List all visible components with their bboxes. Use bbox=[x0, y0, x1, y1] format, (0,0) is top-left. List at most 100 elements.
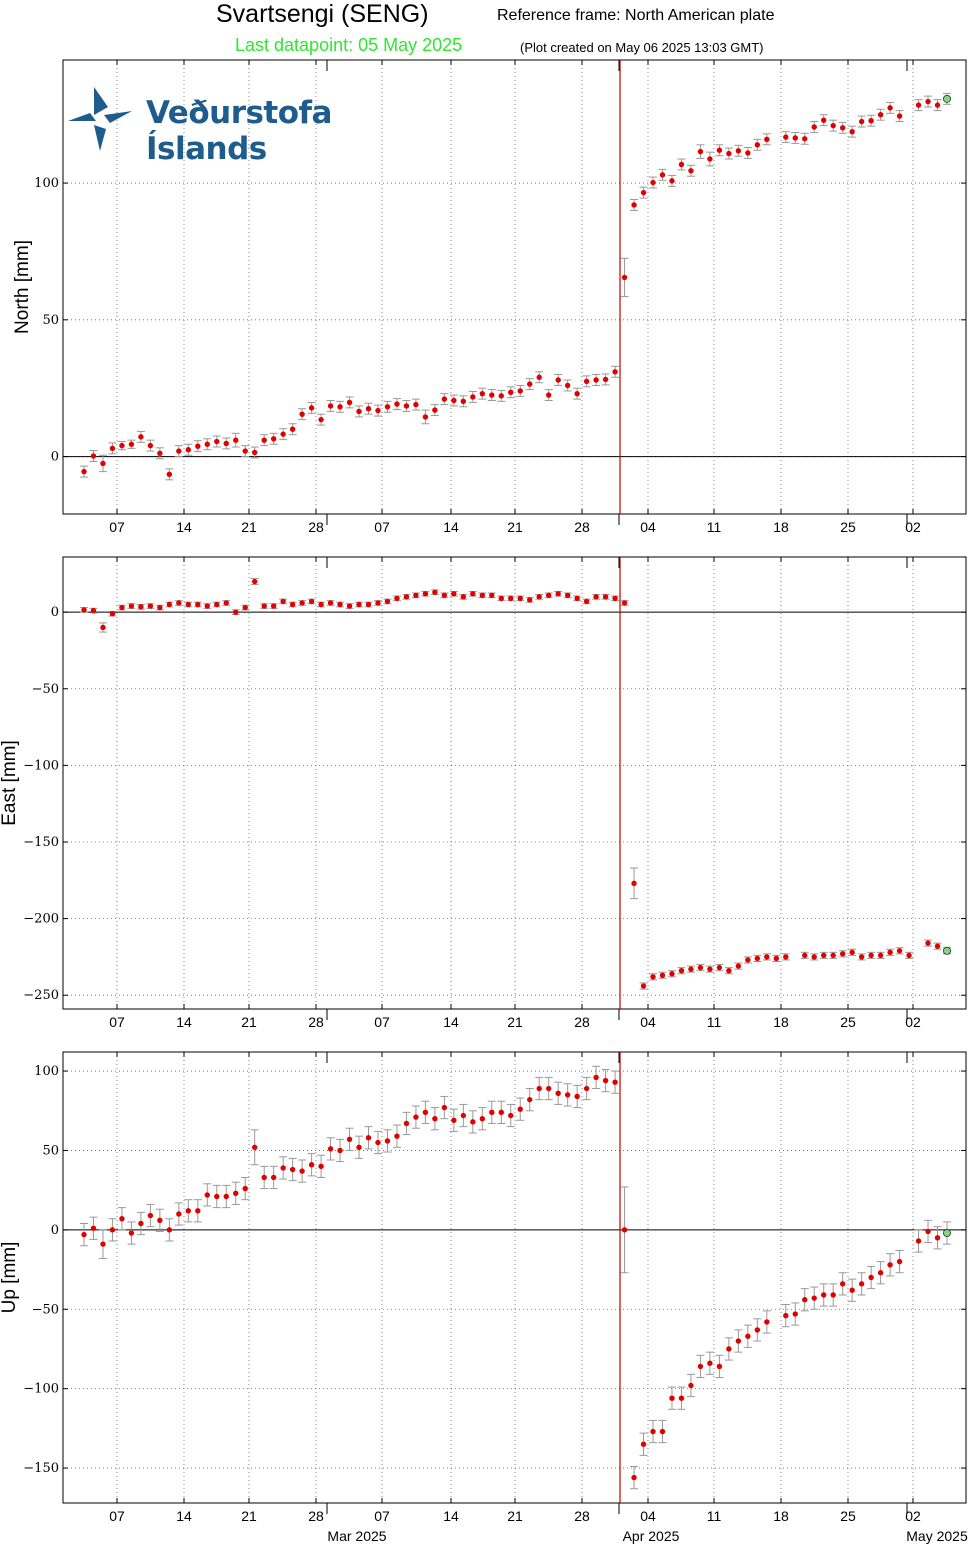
x-tick-label: 18 bbox=[773, 1508, 789, 1524]
data-point bbox=[460, 1112, 467, 1119]
data-point bbox=[375, 407, 381, 414]
data-point bbox=[261, 603, 267, 609]
data-point bbox=[356, 601, 362, 608]
data-point bbox=[839, 951, 846, 957]
x-tick-label: 21 bbox=[507, 519, 523, 535]
data-point bbox=[422, 591, 429, 597]
data-point bbox=[498, 393, 504, 399]
plot-frame bbox=[62, 556, 967, 1010]
data-point bbox=[299, 1168, 305, 1174]
data-point bbox=[242, 604, 248, 611]
chart-header: Svartsengi (SENG) Reference frame: North… bbox=[0, 0, 971, 60]
data-point bbox=[422, 1109, 429, 1116]
data-point bbox=[90, 1225, 97, 1231]
data-point bbox=[545, 592, 552, 599]
data-point bbox=[764, 1319, 770, 1325]
data-point bbox=[934, 1235, 941, 1241]
data-point bbox=[204, 603, 210, 609]
data-point bbox=[308, 1162, 315, 1168]
data-point bbox=[735, 148, 742, 154]
data-point bbox=[915, 1238, 922, 1244]
x-tick-label: 21 bbox=[507, 1014, 523, 1030]
x-tick-label: 28 bbox=[308, 1014, 324, 1030]
data-point bbox=[650, 974, 656, 980]
data-point bbox=[318, 416, 324, 423]
data-point bbox=[460, 594, 467, 600]
data-point bbox=[460, 398, 467, 405]
x-tick-label: 18 bbox=[773, 519, 789, 535]
data-point bbox=[555, 591, 561, 597]
data-point bbox=[384, 598, 391, 605]
month-label: Apr 2025 bbox=[623, 1528, 680, 1544]
data-point bbox=[669, 971, 675, 977]
data-point bbox=[783, 954, 789, 960]
data-points bbox=[80, 577, 952, 990]
data-point bbox=[564, 592, 571, 599]
data-point bbox=[214, 438, 220, 445]
data-point bbox=[508, 595, 514, 602]
data-point bbox=[470, 1119, 476, 1125]
y-tick-label: −250 bbox=[23, 988, 59, 1003]
data-point bbox=[100, 624, 106, 631]
data-points bbox=[80, 92, 952, 481]
data-point bbox=[289, 426, 296, 432]
data-point bbox=[574, 390, 580, 397]
x-tick-label: 04 bbox=[640, 1014, 656, 1030]
data-point bbox=[365, 406, 372, 412]
x-tick-label: 07 bbox=[374, 1508, 390, 1524]
data-point bbox=[489, 1109, 495, 1116]
data-point bbox=[821, 117, 827, 123]
x-tick-label: 21 bbox=[241, 1508, 257, 1524]
data-point bbox=[318, 1163, 324, 1170]
data-point bbox=[527, 1096, 533, 1103]
data-point bbox=[906, 952, 912, 959]
data-point bbox=[128, 1230, 135, 1236]
data-point bbox=[195, 601, 201, 608]
data-point bbox=[745, 1333, 751, 1339]
data-point bbox=[479, 592, 486, 599]
x-tick-label: 25 bbox=[840, 1508, 856, 1524]
data-point bbox=[90, 607, 97, 614]
data-point bbox=[147, 442, 154, 449]
data-point bbox=[223, 440, 229, 447]
data-point bbox=[432, 1115, 438, 1122]
data-point bbox=[735, 963, 742, 969]
data-point bbox=[233, 437, 239, 443]
data-point bbox=[802, 1297, 808, 1303]
data-point bbox=[745, 957, 751, 963]
x-tick-label: 07 bbox=[109, 519, 125, 535]
data-point bbox=[821, 952, 827, 959]
x-tick-label: 02 bbox=[905, 1014, 921, 1030]
data-point bbox=[394, 595, 400, 602]
data-point bbox=[868, 1274, 874, 1281]
x-tick-label: 14 bbox=[443, 1014, 459, 1030]
data-point bbox=[432, 589, 438, 595]
data-point bbox=[394, 1133, 400, 1139]
x-tick-label: 14 bbox=[443, 1508, 459, 1524]
data-point bbox=[81, 607, 87, 613]
data-point bbox=[157, 604, 163, 611]
data-point bbox=[109, 1227, 116, 1233]
x-tick-label: 07 bbox=[374, 1014, 390, 1030]
data-point bbox=[650, 1428, 656, 1435]
data-point bbox=[138, 434, 144, 440]
data-point bbox=[451, 397, 457, 404]
data-point bbox=[280, 431, 286, 437]
data-point bbox=[612, 1079, 618, 1085]
data-point bbox=[204, 1192, 210, 1198]
data-point bbox=[280, 1165, 286, 1171]
data-point bbox=[233, 609, 239, 615]
data-point bbox=[545, 1085, 552, 1092]
data-point bbox=[650, 179, 656, 186]
data-point bbox=[631, 202, 637, 208]
data-point bbox=[697, 148, 704, 155]
data-point bbox=[564, 382, 571, 389]
data-point bbox=[185, 447, 192, 453]
data-point bbox=[811, 124, 817, 130]
data-point bbox=[308, 598, 315, 605]
data-point bbox=[280, 598, 286, 605]
data-point bbox=[659, 1428, 666, 1435]
data-point bbox=[830, 952, 836, 959]
y-tick-label: 50 bbox=[42, 1143, 59, 1158]
